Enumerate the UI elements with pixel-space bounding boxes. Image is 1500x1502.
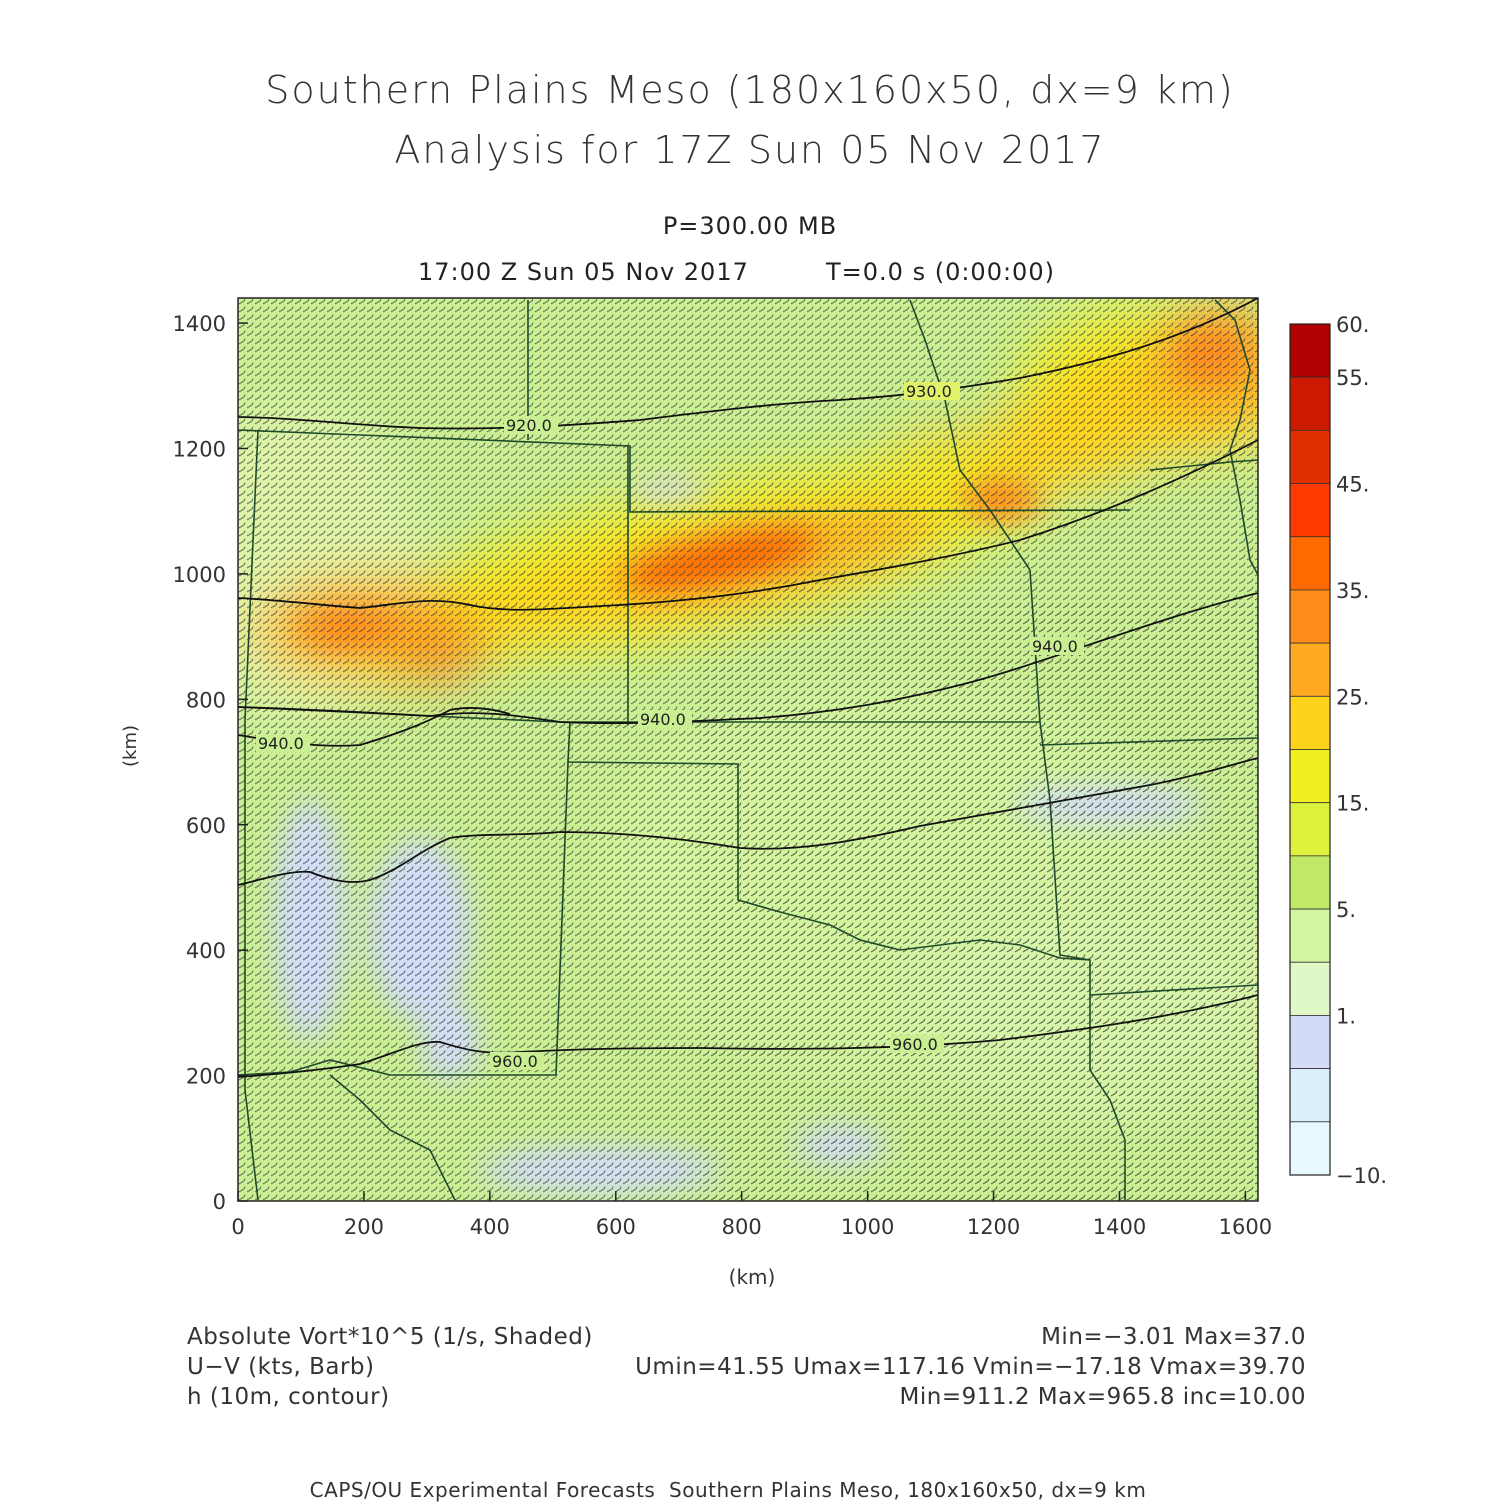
colorbar-label: 35. [1336,579,1369,603]
colorbar-label: 45. [1336,473,1369,497]
y-tick-label: 400 [186,939,226,963]
colorbar-segment [1289,855,1331,910]
field2-stats: Umin=41.55 Umax=117.16 Vmin=−17.18 Vmax=… [635,1354,1306,1380]
colorbar-segment [1289,749,1331,804]
colorbar-label: 5. [1336,898,1356,922]
contour-labels: 920.0 930.0 940.0 940.0 940.0 960.0 960.… [256,382,1084,1071]
colorbar-segment [1289,1015,1331,1070]
colorbar-label: 1. [1336,1004,1356,1028]
colorbar-segment [1289,323,1331,378]
colorbar-segment [1289,695,1331,750]
y-tick-label: 0 [213,1190,226,1214]
state-boundaries [238,299,1258,1201]
y-tick-label: 1000 [173,563,226,587]
y-axis-label: (km) [120,725,141,767]
x-tick-label: 600 [596,1215,636,1239]
x-axis-label: (km) [729,1265,776,1289]
title-line-1: Southern Plains Meso (180x160x50, dx=9 k… [265,68,1235,112]
x-tick-label: 1200 [967,1215,1020,1239]
y-tick-label: 200 [186,1065,226,1089]
contour-label: 940.0 [1032,637,1078,656]
x-tick-label: 200 [344,1215,384,1239]
x-tick-label: 1000 [841,1215,894,1239]
colorbar-segment [1289,536,1331,591]
y-tick-label: 800 [186,688,226,712]
field3-name: h (10m, contour) [187,1384,390,1410]
colorbar-segment [1289,376,1331,431]
colorbar-segment [1289,1068,1331,1123]
contour-label: 960.0 [892,1035,938,1054]
pressure-level: P=300.00 MB [662,212,838,240]
title-line-2: Analysis for 17Z Sun 05 Nov 2017 [394,128,1106,172]
contour-label: 920.0 [506,416,552,435]
x-tick-label: 800 [722,1215,762,1239]
field1-name: Absolute Vort*10^5 (1/s, Shaded) [187,1324,593,1350]
colorbar-label: 55. [1336,366,1369,390]
field3-stats: Min=911.2 Max=965.8 inc=10.00 [899,1384,1306,1410]
colorbar-segment [1289,642,1331,697]
x-axis: 0 200 400 600 800 1000 1200 1400 1600 [231,1191,1272,1239]
elapsed-time: T=0.0 s (0:00:00) [826,258,1055,286]
contour-label: 940.0 [258,734,304,753]
colorbar-label: 60. [1336,313,1369,337]
field2-name: U−V (kts, Barb) [187,1354,375,1380]
colorbar-segment [1289,589,1331,644]
colorbar-segment [1289,429,1331,484]
y-tick-label: 600 [186,814,226,838]
footer-credit: CAPS/OU Experimental Forecasts Southern … [309,1478,1147,1502]
vorticity-shading [238,298,1258,1201]
colorbar-frame [1289,323,1331,1176]
contour-label: 930.0 [906,382,952,401]
colorbar-segment [1289,908,1331,963]
colorbar-segment [1289,1121,1331,1176]
x-tick-label: 400 [470,1215,510,1239]
colorbar-label: 15. [1336,792,1369,816]
colorbar-label: −10. [1336,1164,1387,1188]
valid-time: 17:00 Z Sun 05 Nov 2017 [418,258,749,286]
contour-label: 940.0 [640,710,686,729]
colorbar-label: 25. [1336,685,1369,709]
plot-frame [237,297,1259,1202]
colorbar-segment [1289,961,1331,1016]
colorbar-segment [1289,802,1331,857]
contour-label: 960.0 [492,1052,538,1071]
height-contours [238,298,1258,1078]
y-tick-label: 1200 [173,438,226,462]
y-tick-label: 1400 [173,312,226,336]
colorbar: 60. 55. 45. 35. 25. 15. 5. 1. −10. [1289,313,1387,1188]
x-tick-label: 0 [231,1215,244,1239]
x-tick-label: 1600 [1219,1215,1272,1239]
x-tick-label: 1400 [1093,1215,1146,1239]
field1-stats: Min=−3.01 Max=37.0 [1041,1324,1306,1350]
y-axis: 0 200 400 600 800 1000 1200 1400 [173,312,248,1214]
colorbar-segment [1289,483,1331,538]
